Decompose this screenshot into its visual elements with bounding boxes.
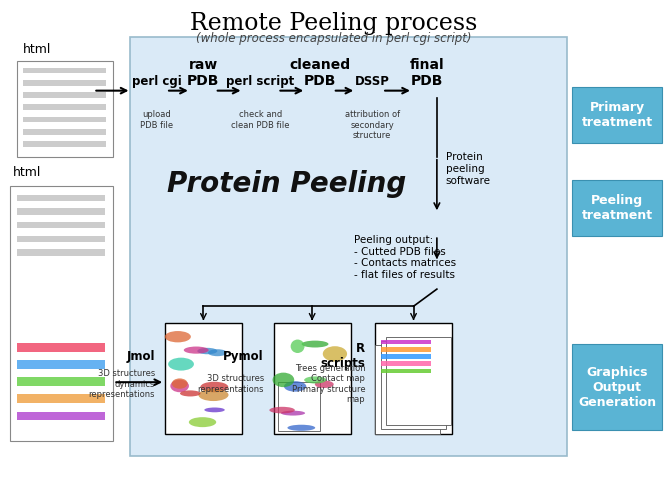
- Text: Remote Peeling process: Remote Peeling process: [190, 12, 477, 35]
- Ellipse shape: [323, 346, 347, 362]
- Text: Protein Peeling: Protein Peeling: [167, 170, 406, 198]
- Text: Peeling
treatment: Peeling treatment: [582, 194, 653, 222]
- FancyBboxPatch shape: [572, 180, 662, 237]
- Ellipse shape: [204, 408, 225, 412]
- Ellipse shape: [208, 349, 227, 356]
- Bar: [23, 92, 105, 98]
- Ellipse shape: [183, 346, 209, 354]
- Text: raw
PDB: raw PDB: [187, 58, 219, 88]
- Bar: [23, 117, 105, 122]
- Ellipse shape: [281, 411, 305, 416]
- Bar: [23, 104, 105, 110]
- Text: Protein
peeling
software: Protein peeling software: [446, 152, 490, 186]
- Text: perl cgi: perl cgi: [132, 75, 181, 88]
- Bar: [17, 222, 105, 228]
- Bar: [17, 195, 105, 201]
- Text: 3D structures
dynamics
representations: 3D structures dynamics representations: [89, 369, 155, 399]
- Text: R
scripts: R scripts: [320, 343, 366, 370]
- Bar: [17, 377, 105, 386]
- Bar: [23, 141, 105, 147]
- FancyBboxPatch shape: [10, 186, 113, 441]
- FancyBboxPatch shape: [572, 344, 662, 430]
- Ellipse shape: [172, 378, 187, 389]
- Bar: [382, 340, 431, 344]
- Ellipse shape: [273, 372, 294, 387]
- Text: Pymol: Pymol: [223, 350, 263, 363]
- Bar: [23, 80, 105, 86]
- Text: Graphics
Output
Generation: Graphics Output Generation: [578, 366, 656, 409]
- FancyBboxPatch shape: [274, 323, 351, 434]
- Bar: [23, 68, 105, 74]
- Text: 3D structures
representations: 3D structures representations: [197, 374, 263, 394]
- Ellipse shape: [180, 391, 201, 396]
- Ellipse shape: [315, 381, 334, 388]
- Text: html: html: [23, 43, 51, 56]
- Text: cleaned
PDB: cleaned PDB: [289, 58, 351, 88]
- Ellipse shape: [189, 417, 216, 427]
- Bar: [17, 412, 105, 420]
- Ellipse shape: [197, 348, 217, 354]
- Ellipse shape: [269, 407, 295, 414]
- Ellipse shape: [291, 340, 305, 353]
- Bar: [382, 347, 431, 351]
- Bar: [17, 249, 105, 256]
- FancyBboxPatch shape: [277, 382, 320, 431]
- FancyBboxPatch shape: [375, 345, 440, 434]
- Text: perl script: perl script: [226, 75, 294, 88]
- Bar: [382, 368, 431, 373]
- Text: html: html: [13, 166, 41, 179]
- Ellipse shape: [165, 331, 191, 343]
- Text: Primary
treatment: Primary treatment: [582, 101, 653, 129]
- Ellipse shape: [200, 382, 228, 392]
- Ellipse shape: [170, 380, 189, 392]
- Ellipse shape: [287, 425, 315, 431]
- Bar: [23, 129, 105, 135]
- Bar: [382, 362, 431, 366]
- Ellipse shape: [284, 381, 306, 392]
- Text: final
PDB: final PDB: [410, 58, 444, 88]
- Ellipse shape: [301, 341, 328, 347]
- Ellipse shape: [304, 376, 326, 384]
- Text: attribution of
secondary
structure: attribution of secondary structure: [345, 110, 400, 140]
- FancyBboxPatch shape: [572, 87, 662, 143]
- FancyBboxPatch shape: [130, 37, 567, 456]
- FancyBboxPatch shape: [375, 323, 452, 434]
- FancyBboxPatch shape: [165, 323, 241, 434]
- Text: DSSP: DSSP: [355, 75, 390, 88]
- Text: Trees generation
Contact map
Primary structure
map: Trees generation Contact map Primary str…: [291, 364, 366, 404]
- FancyBboxPatch shape: [17, 61, 113, 157]
- Bar: [382, 354, 431, 359]
- Bar: [17, 208, 105, 215]
- FancyBboxPatch shape: [386, 337, 451, 425]
- Text: Peeling output:
- Cutted PDB files
- Contacts matrices
- flat files of results: Peeling output: - Cutted PDB files - Con…: [354, 235, 456, 280]
- Bar: [17, 236, 105, 242]
- Bar: [17, 360, 105, 369]
- Bar: [17, 343, 105, 352]
- Ellipse shape: [198, 389, 229, 401]
- Ellipse shape: [168, 358, 194, 370]
- Text: upload
PDB file: upload PDB file: [140, 110, 173, 130]
- Text: check and
clean PDB file: check and clean PDB file: [231, 110, 289, 130]
- FancyBboxPatch shape: [381, 341, 446, 429]
- Text: (whole process encapsulated in perl cgi script): (whole process encapsulated in perl cgi …: [195, 32, 472, 45]
- Bar: [17, 394, 105, 403]
- Text: Jmol: Jmol: [127, 350, 155, 363]
